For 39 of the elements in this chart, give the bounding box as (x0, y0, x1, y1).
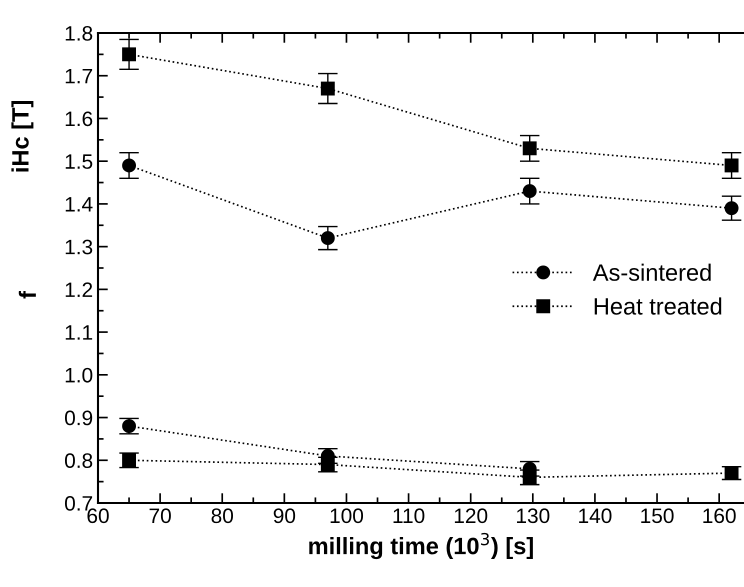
x-tick-label: 70 (150, 508, 171, 524)
point (724, 201, 739, 216)
point (320, 458, 335, 472)
y-tick-label: 1.0 (66, 368, 92, 383)
point (320, 82, 335, 96)
x-tick-label: 80 (212, 508, 234, 524)
y-axis-title: iHc [T] (11, 101, 34, 172)
x-tick-label: 110 (394, 508, 424, 524)
legend-label: As-sintered (592, 264, 711, 281)
point (522, 141, 537, 156)
y-tick-label: 1.4 (66, 197, 93, 212)
x-tick-label: 150 (641, 508, 674, 524)
point (122, 47, 136, 62)
y-tick-label: 1.5 (66, 154, 92, 169)
y-tick-label: 0.8 (64, 453, 92, 468)
point (320, 231, 335, 246)
y-tick-label: 1.8 (66, 26, 92, 41)
point (122, 158, 136, 172)
point (724, 466, 739, 480)
y-tick-label: 1.7 (66, 68, 92, 84)
x-axis-title: milling time (10$^{3}$) [s] (309, 532, 533, 560)
point (522, 470, 537, 484)
point (122, 419, 136, 434)
x-tick-label: 140 (579, 508, 612, 524)
x-tick-label: 90 (274, 508, 296, 524)
point (724, 158, 739, 172)
point (522, 184, 537, 198)
x-tick-label: 120 (454, 508, 488, 524)
y-tick-label: 0.9 (64, 410, 92, 426)
y-tick-label: 1.3 (66, 240, 92, 254)
x-tick-label: 100 (330, 508, 364, 524)
text: f (18, 291, 36, 299)
legend-label: Heat treated (594, 297, 722, 315)
y-tick-label: 1.2 (66, 282, 92, 297)
point (122, 453, 136, 468)
y-tick-label: 1.1 (66, 325, 92, 340)
y-tick-label: 1.6 (66, 111, 92, 126)
x-tick-label: 130 (517, 508, 550, 524)
x-tick-label: 160 (703, 508, 736, 524)
